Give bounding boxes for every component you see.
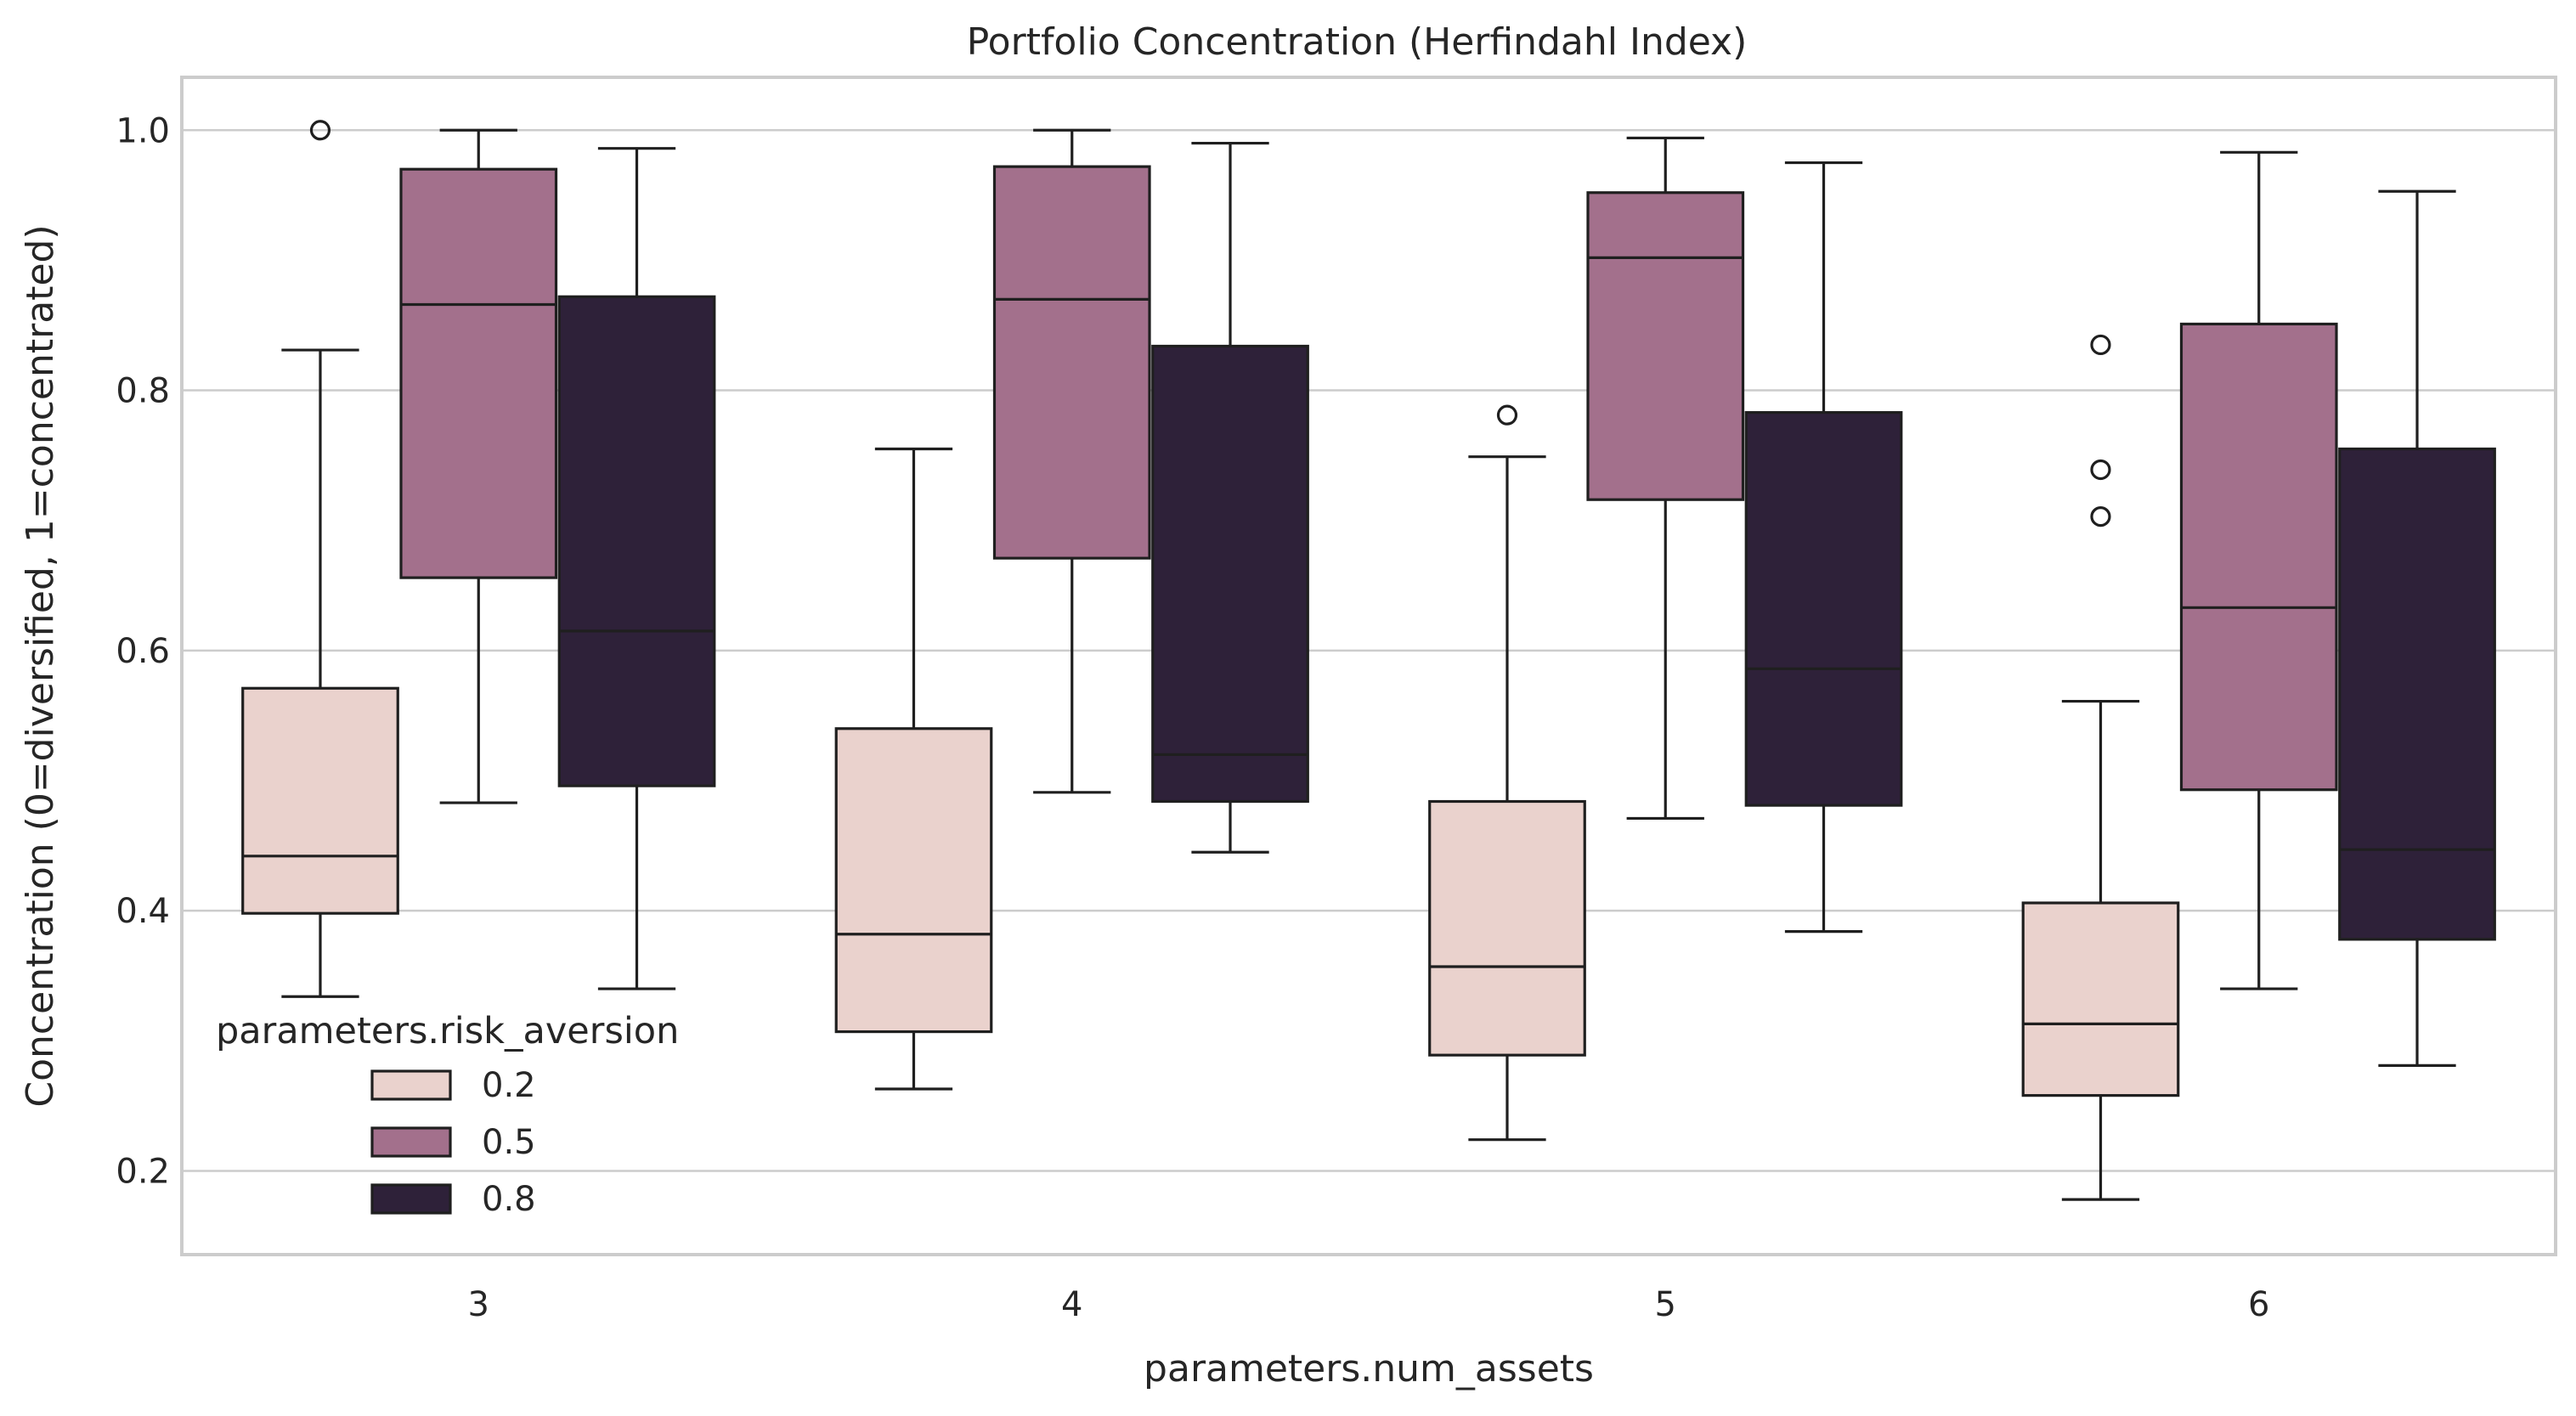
box-group <box>2179 150 2338 990</box>
legend-items: 0.2 0.5 0.8 <box>370 1066 536 1219</box>
box-group <box>399 128 558 804</box>
legend-title: parameters.risk_aversion <box>216 1010 679 1052</box>
legend-swatch <box>370 1183 452 1215</box>
x-tick-label: 5 <box>1655 1285 1676 1324</box>
legend-label: 0.5 <box>482 1123 536 1162</box>
y-axis-label: Concentration (0=diversified, 1=concentr… <box>19 224 62 1107</box>
outlier-point <box>2090 506 2111 527</box>
plot-frame <box>180 76 2557 1256</box>
box-group <box>2021 334 2180 1201</box>
box <box>1428 799 1586 1057</box>
box-group <box>1428 404 1586 1142</box>
box-group <box>1744 161 1903 934</box>
legend-swatch <box>370 1069 452 1101</box>
x-tick-label: 4 <box>1061 1285 1082 1324</box>
y-tick-label: 1.0 <box>116 111 170 150</box>
box <box>241 686 399 915</box>
box <box>2021 901 2180 1097</box>
box <box>1586 191 1745 501</box>
box <box>399 167 558 579</box>
legend-label: 0.8 <box>482 1180 536 1219</box>
legend-label: 0.2 <box>482 1066 536 1105</box>
box <box>1744 410 1903 807</box>
box-group <box>557 147 716 990</box>
box <box>992 165 1151 560</box>
y-tick-label: 0.2 <box>116 1152 170 1191</box>
boxes <box>241 120 2496 1201</box>
y-tick-label: 0.8 <box>116 372 170 411</box>
legend-item: 0.2 <box>370 1066 536 1105</box>
x-axis-label: parameters.num_assets <box>1144 1347 1594 1391</box>
legend: parameters.risk_aversion 0.2 0.5 0.8 <box>216 1010 679 1219</box>
box <box>1151 344 1309 804</box>
box-group <box>1151 141 1309 854</box>
box <box>2338 447 2496 941</box>
legend-item: 0.5 <box>370 1123 536 1162</box>
box-group <box>241 120 399 998</box>
outlier-point <box>1496 404 1518 426</box>
outlier-point <box>309 120 331 141</box>
outlier-point <box>2090 334 2111 356</box>
x-tick-label: 6 <box>2248 1285 2269 1324</box>
box <box>557 295 716 787</box>
y-tick-label: 0.4 <box>116 892 170 931</box>
legend-swatch <box>370 1126 452 1158</box>
legend-item: 0.8 <box>370 1180 536 1219</box>
box-group <box>834 447 993 1091</box>
box-group <box>1586 136 1745 821</box>
box-group <box>992 128 1151 794</box>
box <box>834 727 993 1034</box>
box <box>2179 322 2338 792</box>
box-group <box>2338 189 2496 1068</box>
y-tick-label: 0.6 <box>116 632 170 671</box>
y-tick-labels: 0.2 0.4 0.6 0.8 1.0 <box>116 111 170 1191</box>
x-tick-label: 3 <box>468 1285 489 1324</box>
outlier-point <box>2090 459 2111 481</box>
chart-title: Portfolio Concentration (Herfindahl Inde… <box>967 20 1748 64</box>
x-tick-labels: 3 4 5 6 <box>468 1285 2270 1324</box>
